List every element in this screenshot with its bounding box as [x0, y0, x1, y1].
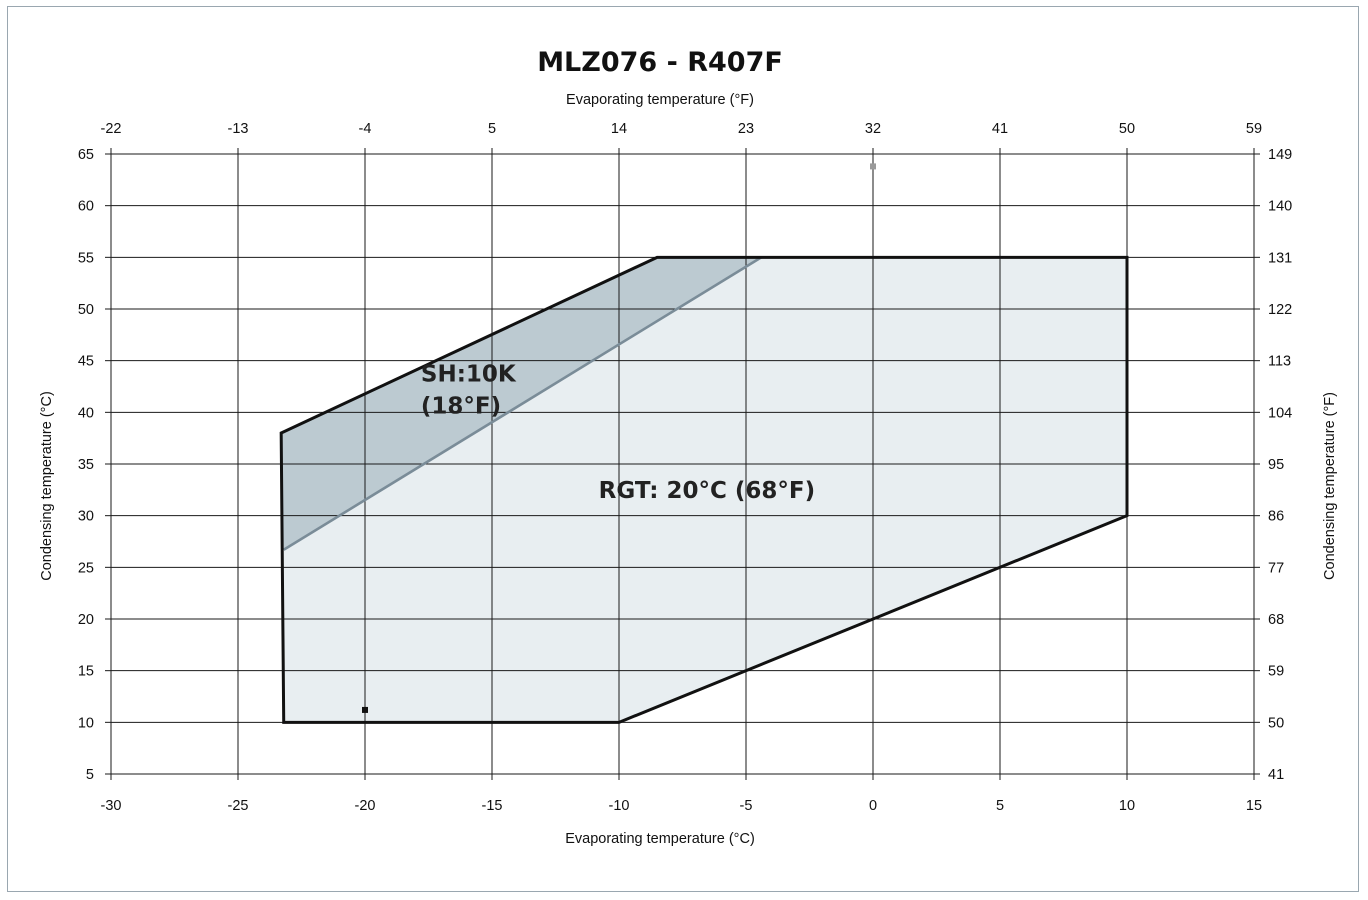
y-tick-label: 45 [78, 354, 94, 370]
x2-tick-label: -22 [101, 121, 122, 137]
y2-tick-label: 68 [1268, 612, 1284, 628]
envelope-outline [279, 255, 1129, 724]
data-marker-1 [870, 163, 876, 170]
chart-frame [7, 6, 1359, 892]
y-tick-label: 55 [78, 250, 94, 266]
y2-tick-label: 113 [1268, 354, 1291, 370]
region-label-1: RGT: 20°C (68°F) [599, 478, 815, 504]
y2-tick-label: 50 [1268, 715, 1284, 731]
y-tick-label: 15 [78, 664, 94, 680]
x-tick-label: -30 [101, 798, 122, 814]
x-tick-label: -10 [609, 798, 630, 814]
x-tick-label: -5 [740, 798, 753, 814]
x2-tick-label: 59 [1246, 121, 1262, 137]
x-tick-label: -25 [228, 798, 249, 814]
x-tick-label: -15 [482, 798, 503, 814]
x2-tick-label: 32 [865, 121, 881, 137]
y-tick-label: 25 [78, 560, 94, 576]
y2-tick-label: 149 [1268, 147, 1292, 163]
region-label-0: (18°F) [421, 393, 501, 419]
x2-axis-title: Evaporating temperature (°F) [566, 92, 754, 108]
y-tick-label: 60 [78, 199, 94, 215]
y2-axis-title: Condensing temperature (°F) [1322, 392, 1338, 580]
y-tick-label: 20 [78, 612, 94, 628]
y-tick-label: 40 [78, 405, 94, 421]
region-label-0: SH:10K [421, 361, 517, 387]
y2-tick-label: 122 [1268, 302, 1292, 318]
y2-tick-label: 77 [1268, 560, 1284, 576]
x2-tick-label: 41 [992, 121, 1008, 137]
y2-tick-label: 95 [1268, 457, 1284, 473]
chart-title: MLZ076 - R407F [537, 47, 783, 78]
plot-area: -30 -25 -20 -15 -10 -5 0 5 10 15 -22 -13 -4 5 14 23 32 41… [78, 121, 1292, 814]
x-tick-label: -20 [355, 798, 376, 814]
y-tick-label: 30 [78, 509, 94, 525]
x2-tick-label: 50 [1119, 121, 1135, 137]
x-tick-label: 5 [996, 798, 1004, 814]
x-tick-label: 15 [1246, 798, 1262, 814]
y2-tick-label: 86 [1268, 509, 1284, 525]
y2-tick-label: 104 [1268, 405, 1292, 421]
y-axis-title: Condensing temperature (°C) [39, 391, 55, 581]
y2-tick-label: 59 [1268, 664, 1284, 680]
x-tick-label: 0 [869, 798, 877, 814]
y2-tick-label: 41 [1268, 767, 1284, 783]
data-marker-0 [362, 706, 368, 713]
y-tick-label: 5 [86, 767, 94, 783]
y2-tick-label: 131 [1268, 250, 1292, 266]
x2-tick-label: -13 [228, 121, 249, 137]
x2-tick-label: -4 [359, 121, 372, 137]
superheat-boundary-line [283, 256, 762, 551]
y-tick-label: 35 [78, 457, 94, 473]
x-axis-title: Evaporating temperature (°C) [565, 831, 755, 847]
x2-tick-label: 23 [738, 121, 754, 137]
y-tick-label: 50 [78, 302, 94, 318]
y2-tick-label: 140 [1268, 199, 1292, 215]
x2-tick-label: 14 [611, 121, 627, 137]
x-tick-label: 10 [1119, 798, 1135, 814]
y-tick-label: 10 [78, 715, 94, 731]
y-tick-label: 65 [78, 147, 94, 163]
x2-tick-label: 5 [488, 121, 496, 137]
